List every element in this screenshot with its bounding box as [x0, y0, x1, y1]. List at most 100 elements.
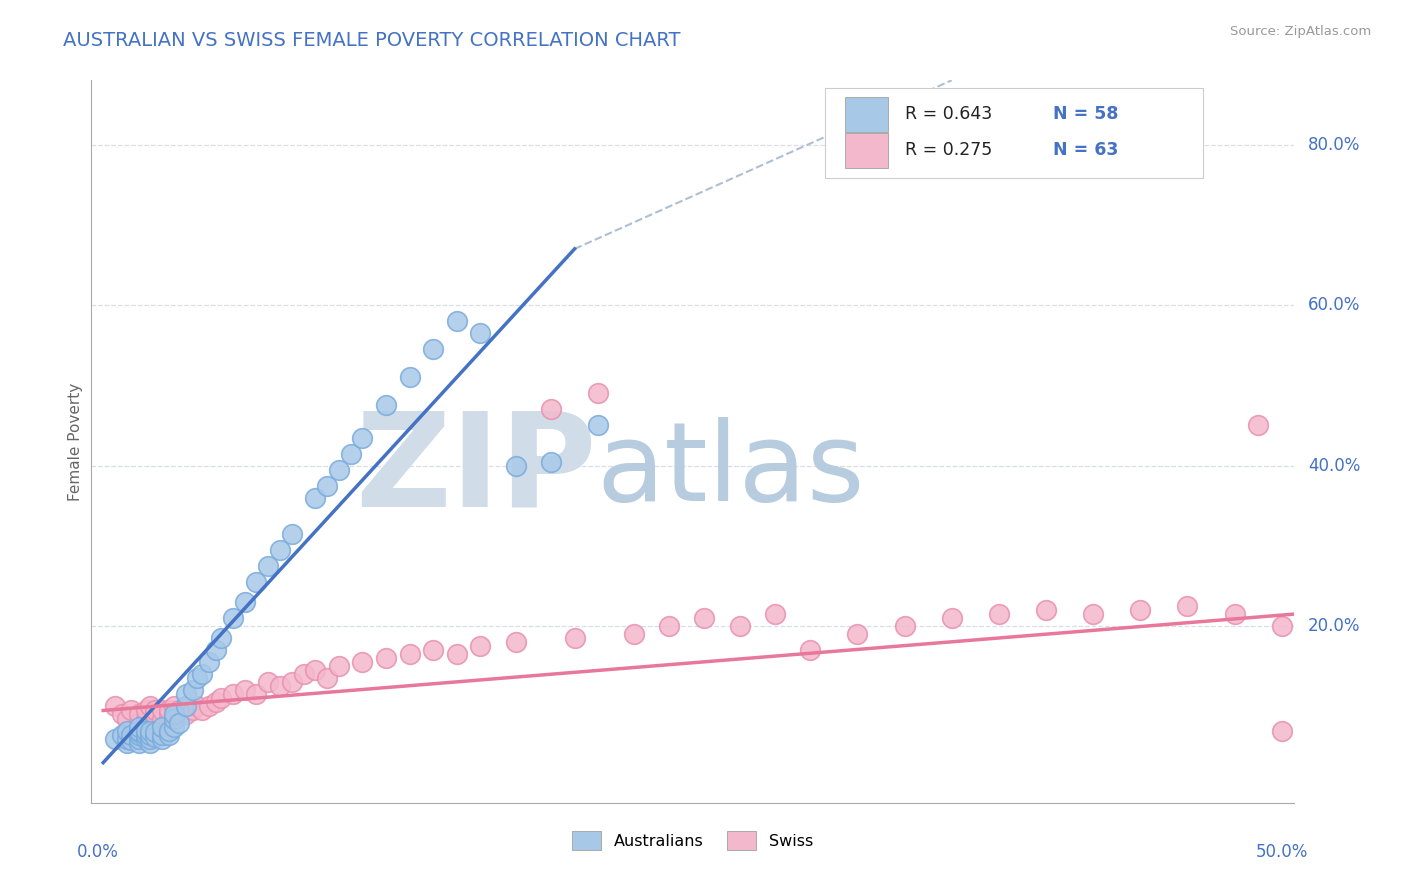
Point: [1129, 603, 1152, 617]
Point: [115, 731, 138, 746]
Point: [120, 733, 143, 747]
Point: [174, 699, 197, 714]
Point: [128, 728, 150, 742]
Point: [375, 398, 398, 412]
Point: [135, 723, 157, 738]
Point: [167, 703, 190, 717]
Point: [150, 728, 173, 742]
Point: [150, 703, 173, 717]
Point: [446, 648, 468, 662]
Point: [245, 574, 267, 589]
Point: [174, 687, 197, 701]
Point: [135, 728, 157, 742]
Point: [111, 728, 134, 742]
Point: [1177, 599, 1199, 614]
Point: [139, 699, 162, 714]
Point: [128, 723, 150, 738]
Point: [328, 462, 350, 476]
Point: [181, 703, 204, 717]
Point: [135, 731, 157, 746]
Point: [150, 712, 173, 726]
Point: [316, 478, 339, 492]
Point: [623, 627, 645, 641]
Y-axis label: Female Poverty: Female Poverty: [67, 383, 83, 500]
Point: [728, 619, 751, 633]
Point: [375, 651, 398, 665]
Point: [128, 715, 150, 730]
Point: [281, 675, 304, 690]
Point: [128, 725, 150, 739]
Point: [157, 723, 180, 738]
Text: ZIP: ZIP: [354, 407, 596, 534]
Text: 50.0%: 50.0%: [1256, 843, 1308, 861]
Point: [157, 707, 180, 722]
Point: [150, 731, 173, 746]
Point: [328, 659, 350, 673]
Point: [143, 703, 166, 717]
Point: [167, 715, 190, 730]
Point: [104, 699, 127, 714]
Point: [257, 558, 280, 573]
Point: [233, 595, 256, 609]
Point: [398, 648, 420, 662]
Point: [163, 712, 186, 726]
Point: [1271, 619, 1294, 633]
Point: [181, 683, 204, 698]
Point: [1247, 418, 1270, 433]
Point: [128, 707, 150, 722]
Point: [339, 446, 361, 460]
Point: [540, 454, 562, 469]
Point: [163, 699, 186, 714]
Point: [941, 611, 963, 625]
Point: [586, 386, 609, 401]
Point: [222, 611, 245, 625]
Text: N = 63: N = 63: [1053, 141, 1118, 160]
Point: [198, 655, 221, 669]
Point: [245, 687, 267, 701]
Point: [191, 703, 214, 717]
Text: N = 58: N = 58: [1053, 105, 1119, 123]
Point: [470, 326, 492, 341]
Point: [352, 430, 374, 444]
Text: R = 0.275: R = 0.275: [905, 141, 993, 160]
Point: [143, 730, 166, 744]
Point: [304, 491, 326, 505]
FancyBboxPatch shape: [825, 87, 1204, 178]
Point: [115, 723, 138, 738]
Point: [292, 667, 315, 681]
Point: [799, 643, 821, 657]
Point: [316, 671, 339, 685]
Point: [564, 632, 586, 646]
Point: [540, 402, 562, 417]
Point: [658, 619, 681, 633]
Point: [139, 728, 162, 742]
Point: [269, 542, 291, 557]
Text: AUSTRALIAN VS SWISS FEMALE POVERTY CORRELATION CHART: AUSTRALIAN VS SWISS FEMALE POVERTY CORRE…: [63, 31, 681, 50]
Point: [693, 611, 716, 625]
Text: R = 0.643: R = 0.643: [905, 105, 993, 123]
Point: [128, 731, 150, 746]
Point: [257, 675, 280, 690]
Point: [470, 639, 492, 653]
Point: [233, 683, 256, 698]
Point: [191, 667, 214, 681]
Point: [1035, 603, 1057, 617]
Point: [128, 735, 150, 749]
Point: [174, 707, 197, 722]
Point: [135, 712, 157, 726]
Point: [281, 526, 304, 541]
Point: [222, 687, 245, 701]
Point: [586, 418, 609, 433]
Point: [763, 607, 786, 621]
Point: [157, 703, 180, 717]
Point: [1083, 607, 1105, 621]
Bar: [845, 133, 889, 168]
Point: [139, 735, 162, 749]
Point: [150, 719, 173, 733]
Point: [111, 707, 134, 722]
Point: [1271, 723, 1294, 738]
Point: [209, 632, 232, 646]
Point: [120, 703, 143, 717]
Point: [186, 671, 208, 685]
Point: [143, 707, 166, 722]
